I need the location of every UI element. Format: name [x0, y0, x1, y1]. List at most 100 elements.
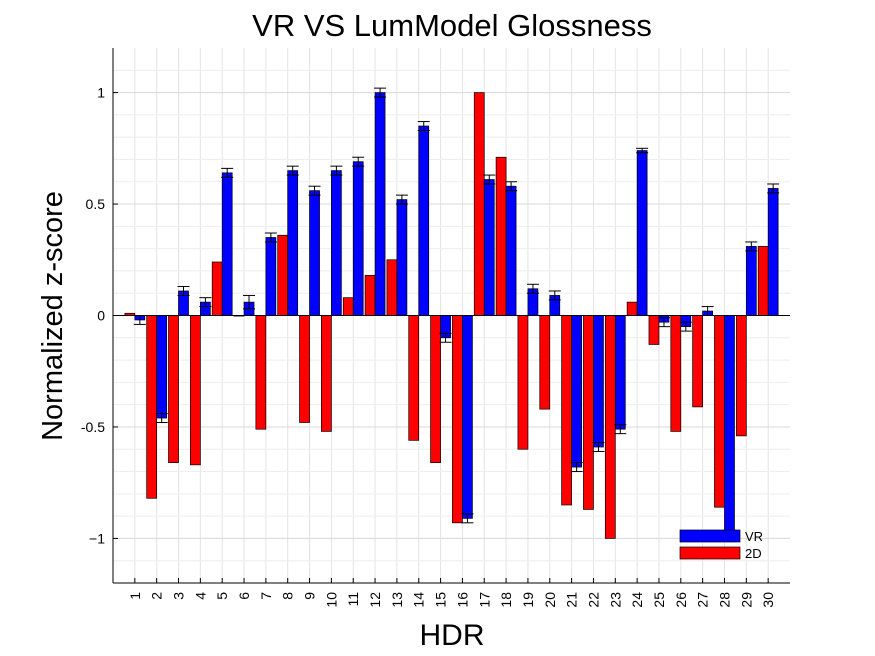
- bar-vr-21: [571, 315, 582, 468]
- bar-2d-21: [561, 315, 572, 506]
- x-tick-label: 30: [760, 592, 776, 608]
- x-tick-label: 11: [345, 592, 361, 607]
- error-bar-vr-8: [286, 165, 299, 176]
- error-bar-vr-14: [417, 121, 430, 131]
- bar-vr-12: [374, 92, 386, 316]
- legend-swatch: [679, 546, 741, 560]
- legend-swatch: [679, 529, 741, 543]
- bar-vr-28: [724, 315, 735, 539]
- bar-2d-26: [670, 315, 682, 432]
- error-bar-vr-3: [177, 286, 190, 296]
- bar-vr-7: [265, 237, 277, 316]
- x-tick-label: 12: [367, 592, 383, 608]
- x-tick-label: 2: [149, 592, 165, 600]
- bar-2d-3: [168, 315, 179, 463]
- error-bar-vr-2: [155, 413, 168, 423]
- error-bar-vr-19: [526, 283, 539, 294]
- legend-label: VR: [745, 529, 763, 544]
- x-tick-label: 1: [127, 592, 143, 600]
- bar-2d-18: [495, 156, 507, 316]
- error-bar-vr-23: [614, 424, 627, 435]
- x-tick-label: 29: [738, 592, 754, 608]
- bar-vr-29: [745, 246, 757, 316]
- x-tick-labels: 1 2 3 4 5 6 7 8 9 10 11 12 13 14 15 16 17 18 19 20 21 22 23 24 2…: [127, 592, 776, 608]
- axes: [112, 48, 790, 584]
- bar-2d-29: [735, 315, 747, 437]
- bar-vr-13: [396, 199, 408, 316]
- bar-2d-23: [604, 315, 616, 539]
- x-tick-label: 13: [389, 592, 405, 608]
- bar-2d-14: [408, 315, 420, 441]
- bar-vr-10: [331, 170, 342, 316]
- error-bar-vr-29: [745, 241, 758, 252]
- x-tick-label: 21: [564, 592, 580, 608]
- error-bar-vr-4: [199, 297, 212, 308]
- x-tick-label: 20: [542, 592, 558, 608]
- y-axis-label: Normalized z-score: [37, 191, 69, 441]
- x-tick-label: 27: [695, 592, 711, 608]
- error-bar-vr-12: [374, 87, 387, 98]
- bar-vr-11: [352, 161, 364, 316]
- legend-label: 2D: [745, 546, 762, 561]
- x-tick-label: 19: [520, 592, 536, 608]
- bar-vr-30: [767, 188, 779, 316]
- bar-vr-22: [593, 315, 604, 448]
- legend-entry-vr: VR: [679, 529, 763, 544]
- x-tick-label: 24: [629, 592, 645, 608]
- x-axis-label: HDR: [420, 619, 485, 652]
- bar-2d-22: [583, 315, 594, 510]
- bar-2d-30: [757, 246, 769, 316]
- error-bar-vr-20: [548, 290, 561, 301]
- x-tick-label: 18: [498, 592, 514, 608]
- error-bar-vr-7: [264, 232, 277, 243]
- error-bar-vr-25: [657, 317, 670, 328]
- bar-2d-13: [386, 259, 398, 316]
- x-tick-label: 17: [476, 592, 492, 608]
- bar-2d-7: [255, 315, 267, 430]
- error-bars: [133, 87, 780, 524]
- bar-vr-9: [309, 190, 320, 316]
- bar-2d-8: [277, 234, 289, 316]
- bar-vr-18: [505, 185, 517, 316]
- x-tick-label: 10: [323, 592, 339, 608]
- bar-vr-23: [614, 315, 626, 430]
- error-bar-vr-30: [767, 183, 780, 194]
- y-tick-label: 0: [97, 308, 105, 324]
- bar-vr-17: [483, 179, 495, 316]
- error-bar-vr-22: [592, 442, 605, 452]
- error-bar-vr-13: [395, 194, 408, 205]
- bar-2d-28: [714, 315, 725, 508]
- bar-2d-15: [430, 315, 441, 463]
- x-tick-label: 9: [302, 592, 318, 600]
- bar-2d-20: [539, 315, 551, 410]
- x-tick-label: 22: [585, 592, 601, 608]
- bar-2d-12: [364, 275, 376, 316]
- bar-2d-24: [626, 301, 638, 316]
- x-tick-label: 26: [673, 592, 689, 608]
- x-tick-label: 25: [651, 592, 667, 608]
- x-tick-label: 28: [716, 592, 732, 608]
- error-bar-vr-16: [461, 513, 474, 524]
- x-tick-label: 8: [280, 592, 296, 600]
- bar-2d-9: [299, 315, 310, 423]
- bar-vr-5: [221, 172, 233, 316]
- x-tick-label: 16: [454, 592, 470, 608]
- legend-entry-2d: 2D: [679, 546, 762, 561]
- error-bar-vr-6: [243, 294, 256, 310]
- error-bar-vr-9: [308, 185, 321, 196]
- y-tick-labels: 1 0.5 0 -0.5 −1: [81, 85, 105, 547]
- x-tick-label: 7: [258, 592, 274, 600]
- legend: VR 2D: [679, 529, 763, 561]
- error-bar-vr-21: [570, 462, 583, 473]
- bar-2d-19: [517, 315, 529, 450]
- error-bar-vr-15: [439, 332, 452, 343]
- error-bar-vr-11: [352, 156, 365, 167]
- bar-2d-16: [452, 315, 463, 524]
- x-tick-label: 15: [433, 592, 449, 608]
- y-tick-label: 1: [97, 85, 105, 101]
- bar-vr-24: [636, 150, 648, 316]
- y-tick-label: −1: [89, 530, 105, 546]
- error-bar-vr-10: [330, 165, 343, 176]
- x-tick-label: 3: [171, 592, 187, 600]
